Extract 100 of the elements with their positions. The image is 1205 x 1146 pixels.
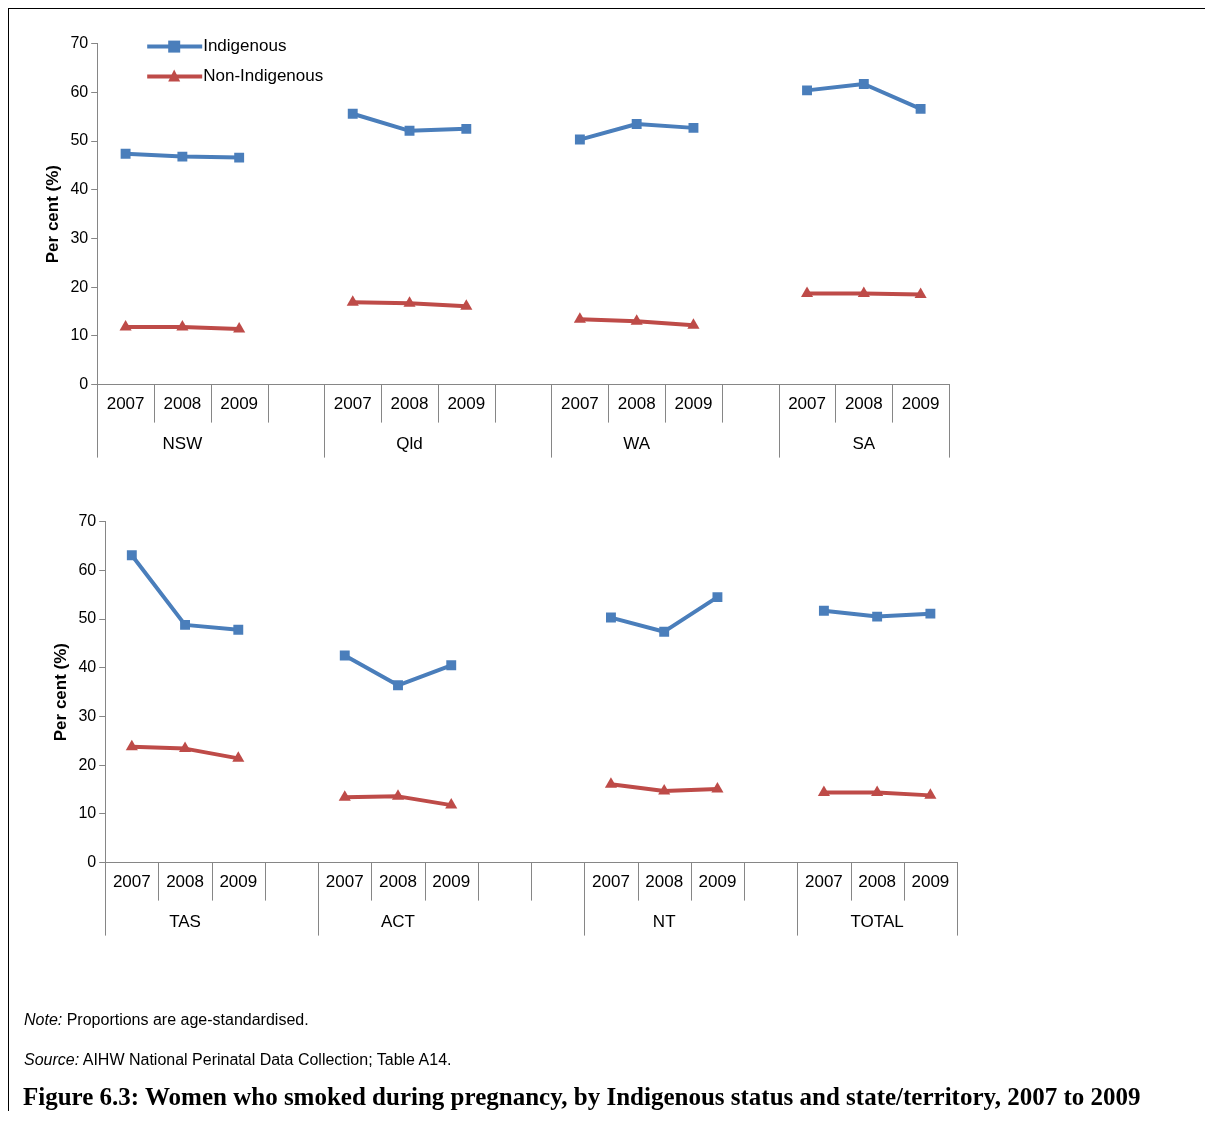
x-tick-label: 2008 [617, 394, 656, 414]
y-tick-label: 70 [70, 34, 89, 52]
y-tick-label: 60 [70, 82, 89, 100]
x-tick-label: 2008 [844, 394, 883, 414]
point [604, 777, 618, 788]
point [180, 619, 190, 630]
text: TAS [169, 912, 201, 932]
text: SA [852, 434, 876, 454]
y-axis-title: Per cent (%) [42, 164, 62, 264]
point [606, 612, 616, 623]
point [126, 550, 137, 561]
point [393, 680, 403, 691]
point [658, 783, 671, 795]
text: TOTAL [850, 912, 904, 932]
point [232, 751, 245, 762]
x-tick-label: 2009 [911, 872, 950, 892]
point [914, 287, 927, 298]
point [687, 318, 700, 329]
point [802, 85, 812, 96]
point [712, 592, 723, 603]
point [688, 122, 699, 133]
text: WA [623, 434, 651, 454]
point [120, 148, 131, 159]
text: Note: Proportions are age-standardised. [24, 1011, 309, 1028]
point [404, 125, 415, 136]
point [177, 151, 188, 162]
point [391, 789, 405, 800]
y-axis-title: Per cent (%) [50, 642, 70, 742]
point [446, 660, 457, 671]
x-tick-label: 2007 [112, 872, 151, 892]
point [573, 312, 586, 323]
x-tick-label: 2008 [379, 872, 417, 892]
x-tick-label: 2008 [166, 872, 204, 892]
x-tick-label: 2008 [390, 394, 429, 414]
y-tick-label: 20 [70, 277, 89, 295]
point [711, 782, 724, 793]
x-tick-label: 2009 [432, 872, 471, 892]
point [460, 299, 473, 310]
point [445, 798, 458, 809]
point [925, 608, 936, 619]
source-note: Source: AIHW National Perinatal Data Collection; Table A14. [24, 1051, 452, 1068]
point [125, 739, 138, 751]
point [403, 296, 416, 307]
text: NSW [162, 434, 203, 454]
legend-label: Indigenous [203, 36, 287, 56]
point [800, 286, 814, 297]
y-tick-label: 40 [70, 180, 89, 198]
point [119, 320, 132, 331]
point [659, 626, 670, 637]
x-tick-label: 2007 [325, 872, 364, 892]
point [339, 650, 350, 661]
y-tick-label: 20 [78, 755, 97, 773]
x-tick-label: 2009 [901, 394, 940, 414]
text: ACT [381, 912, 415, 932]
x-tick-label: 2007 [106, 394, 145, 414]
y-tick-label: 10 [70, 326, 89, 344]
point [176, 320, 189, 331]
point [233, 624, 244, 635]
y-tick-label: 0 [79, 375, 89, 393]
point [234, 152, 245, 163]
point [924, 788, 937, 799]
x-tick-label: 2007 [560, 394, 599, 414]
point [915, 103, 926, 114]
point [818, 605, 829, 616]
x-tick-label: 2007 [592, 872, 630, 892]
x-tick-label: 2009 [674, 394, 713, 414]
x-tick-label: 2008 [163, 394, 202, 414]
point [346, 295, 359, 306]
x-tick-label: 2009 [220, 394, 259, 414]
point [461, 123, 472, 134]
y-tick-label: 30 [70, 228, 89, 246]
x-tick-label: 2007 [788, 394, 826, 414]
y-tick-label: 50 [70, 131, 89, 149]
x-tick-label: 2008 [645, 872, 684, 892]
y-tick-label: 70 [78, 512, 97, 530]
y-tick-label: 50 [78, 609, 97, 627]
point [817, 785, 830, 796]
point [858, 79, 869, 89]
y-tick-label: 60 [78, 560, 97, 578]
point [630, 314, 643, 325]
x-tick-label: 2009 [219, 872, 258, 892]
text: Qld [396, 434, 423, 454]
point [574, 134, 585, 145]
point [233, 322, 246, 333]
x-tick-label: 2007 [333, 394, 372, 414]
point [857, 286, 870, 297]
point [338, 790, 351, 801]
point [872, 611, 883, 622]
y-tick-label: 10 [78, 804, 97, 822]
legend-label: Non-Indigenous [203, 66, 324, 86]
y-tick-label: 30 [78, 706, 97, 724]
point [347, 108, 358, 119]
point [178, 741, 192, 753]
x-tick-label: 2007 [804, 872, 843, 892]
x-tick-label: 2009 [447, 394, 486, 414]
point [871, 785, 884, 796]
text: Figure 6.3: Women who smoked during pregnancy, by Indigenous status and state/territory, 2007 to 2009 [22, 1082, 1142, 1111]
x-tick-label: 2008 [858, 872, 897, 892]
x-tick-label: 2009 [698, 872, 737, 892]
point [631, 119, 642, 129]
